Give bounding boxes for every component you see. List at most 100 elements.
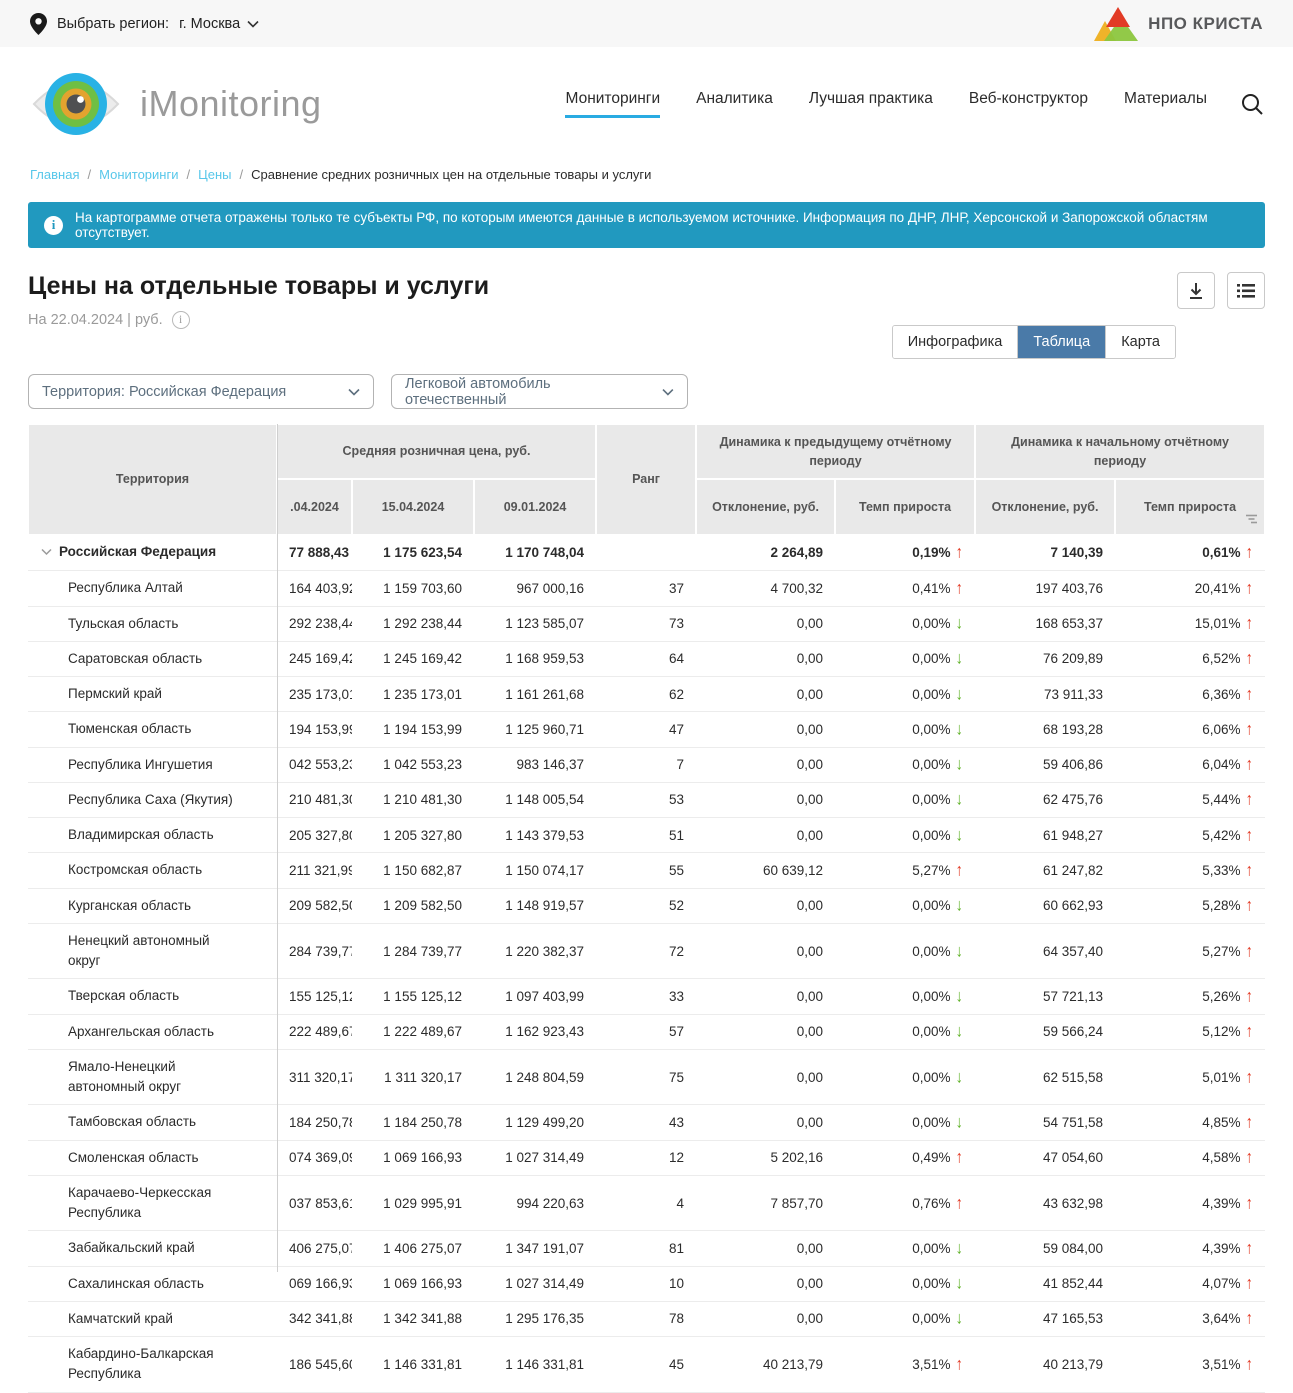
- table-row[interactable]: Тульская область 292 238,44 1 292 238,44…: [28, 607, 1266, 642]
- trend-arrow-icon: ↓: [955, 825, 964, 845]
- territory-cell[interactable]: Владимирская область: [28, 818, 277, 854]
- territory-cell[interactable]: Российская Федерация: [28, 535, 277, 572]
- territory-cell[interactable]: Пермский край: [28, 677, 277, 713]
- territory-cell[interactable]: Тюменская область: [28, 712, 277, 748]
- rate-start-cell: 5,26% ↑: [1115, 979, 1266, 1015]
- territory-cell[interactable]: Курганская область: [28, 889, 277, 924]
- table-row[interactable]: Кабардино-Балкарская Республика 186 545,…: [28, 1337, 1266, 1393]
- download-button[interactable]: [1177, 272, 1215, 309]
- table-row[interactable]: Пермский край 235 173,01 1 235 173,01 1 …: [28, 677, 1266, 713]
- region-value: г. Москва: [179, 15, 241, 32]
- territory-cell[interactable]: Костромская область: [28, 853, 277, 889]
- table-row[interactable]: Владимирская область 205 327,80 1 205 32…: [28, 818, 1266, 854]
- trend-arrow-icon: ↑: [1245, 1238, 1254, 1259]
- table-row[interactable]: Забайкальский край 406 275,07 1 406 275,…: [28, 1231, 1266, 1267]
- table-row[interactable]: Архангельская область 222 489,67 1 222 4…: [28, 1015, 1266, 1050]
- price-date2-cell: 1 222 489,67: [352, 1015, 474, 1050]
- territory-cell[interactable]: Сахалинская область: [28, 1267, 277, 1302]
- trend-arrow-icon: ↓: [955, 649, 964, 669]
- table-row[interactable]: Республика Алтай 164 403,92 1 159 703,60…: [28, 571, 1266, 607]
- date-info-icon[interactable]: i: [171, 311, 190, 329]
- col-header-deviation-start: Отклонение, руб.: [975, 479, 1116, 535]
- nav-item[interactable]: Аналитика: [696, 90, 773, 107]
- table-row[interactable]: Тамбовская область 184 250,78 1 184 250,…: [28, 1105, 1266, 1141]
- trend-arrow-icon: ↑: [1245, 860, 1254, 881]
- table-row[interactable]: Ямало-Ненецкий автономный округ 311 320,…: [28, 1050, 1266, 1106]
- tab-inactive[interactable]: Карта: [1106, 326, 1175, 358]
- breadcrumb-link[interactable]: Мониторинги: [79, 167, 178, 182]
- rate-prev-cell: 0,00% ↓: [835, 1015, 976, 1050]
- table-row[interactable]: Карачаево-Черкесская Республика 037 853,…: [28, 1176, 1266, 1232]
- breadcrumb-link[interactable]: Главная: [30, 167, 80, 182]
- table-row[interactable]: Российская Федерация 77 888,43 1 175 623…: [28, 535, 1266, 572]
- breadcrumb-link[interactable]: Цены: [178, 167, 231, 182]
- price-date1-cell: 042 553,23: [277, 748, 352, 783]
- trend-arrow-icon: ↓: [955, 1112, 964, 1133]
- territory-cell[interactable]: Архангельская область: [28, 1015, 277, 1050]
- nav-item[interactable]: Лучшая практика: [808, 90, 933, 107]
- table-row[interactable]: Тверская область 155 125,12 1 155 125,12…: [28, 979, 1266, 1015]
- territory-cell[interactable]: Саратовская область: [28, 642, 277, 677]
- table-row[interactable]: Тюменская область 194 153,99 1 194 153,9…: [28, 712, 1266, 748]
- rank-cell: 62: [596, 677, 697, 713]
- price-date1-cell: 211 321,99: [277, 853, 352, 889]
- territory-cell[interactable]: Ненецкий автономный округ: [28, 924, 277, 980]
- table-row[interactable]: Сахалинская область 069 166,93 1 069 166…: [28, 1267, 1266, 1302]
- trend-arrow-icon: ↑: [955, 1147, 964, 1168]
- territory-cell[interactable]: Тамбовская область: [28, 1105, 277, 1141]
- table-row[interactable]: Саратовская область 245 169,42 1 245 169…: [28, 642, 1266, 677]
- expand-chevron-icon[interactable]: [41, 542, 52, 562]
- trend-arrow-icon: ↓: [955, 613, 964, 634]
- search-icon[interactable]: [1241, 93, 1263, 115]
- nav-item[interactable]: Веб-конструктор: [968, 90, 1088, 107]
- price-date1-cell: 205 327,80: [277, 818, 352, 854]
- territory-cell[interactable]: Ямало-Ненецкий автономный округ: [28, 1050, 277, 1106]
- tab-inactive[interactable]: Инфографика: [892, 326, 1019, 358]
- table-row[interactable]: Курганская область 209 582,50 1 209 582,…: [28, 889, 1266, 924]
- imonitoring-logo[interactable]: iMonitoring: [30, 58, 322, 150]
- rate-prev-cell: 0,00% ↓: [835, 1267, 976, 1302]
- territory-cell[interactable]: Республика Саха (Якутия): [28, 783, 277, 818]
- price-date3-cell: 1 143 379,53: [474, 818, 597, 854]
- rate-start-cell: 5,42% ↑: [1115, 818, 1266, 854]
- territory-cell[interactable]: Республика Алтай: [28, 571, 277, 607]
- deviation-prev-cell: 7 857,70: [696, 1176, 836, 1232]
- col-group-dyn-prev: Динамика к предыдущему отчётному периоду: [696, 424, 976, 479]
- territory-cell[interactable]: Тверская область: [28, 979, 277, 1015]
- trend-arrow-icon: ↑: [955, 1193, 964, 1213]
- table-row[interactable]: Костромская область 211 321,99 1 150 682…: [28, 853, 1266, 889]
- territory-cell[interactable]: Смоленская область: [28, 1141, 277, 1176]
- territory-cell[interactable]: Кабардино-Балкарская Республика: [28, 1337, 277, 1393]
- nav-item[interactable]: Материалы: [1124, 90, 1207, 107]
- territory-cell[interactable]: Тульская область: [28, 607, 277, 642]
- table-row[interactable]: Ненецкий автономный округ 284 739,77 1 2…: [28, 924, 1266, 980]
- frozen-column-divider: [277, 424, 278, 1272]
- col-header-rate-prev: Темп прироста: [835, 479, 976, 535]
- territory-cell[interactable]: Забайкальский край: [28, 1231, 277, 1267]
- territory-cell[interactable]: Республика Ингушетия: [28, 748, 277, 783]
- report-list-button[interactable]: [1227, 272, 1265, 309]
- nav-item[interactable]: Мониторинги: [565, 90, 661, 118]
- table-row[interactable]: Республика Ингушетия 042 553,23 1 042 55…: [28, 748, 1266, 783]
- territory-select[interactable]: Территория: Российская Федерация: [28, 374, 374, 409]
- territory-cell[interactable]: Камчатский край: [28, 1302, 277, 1337]
- trend-arrow-icon: ↑: [1245, 1354, 1254, 1375]
- deviation-prev-cell: 0,00: [696, 748, 836, 783]
- territory-cell[interactable]: Карачаево-Черкесская Республика: [28, 1176, 277, 1232]
- krista-logo[interactable]: НПО КРИСТА: [1094, 6, 1263, 41]
- site-header: iMonitoring Мониторинги Аналитика Лучшая п…: [0, 47, 1293, 159]
- filter-icon[interactable]: [1245, 511, 1258, 529]
- region-select[interactable]: г. Москва: [179, 16, 259, 32]
- trend-arrow-icon: ↑: [1245, 542, 1254, 563]
- price-date3-cell: 983 146,37: [474, 748, 597, 783]
- trend-arrow-icon: ↑: [1245, 1147, 1254, 1168]
- trend-arrow-icon: ↓: [955, 754, 964, 775]
- chevron-down-icon: [348, 388, 360, 396]
- table-row[interactable]: Республика Саха (Якутия) 210 481,30 1 21…: [28, 783, 1266, 818]
- table-row[interactable]: Смоленская область 074 369,09 1 069 166,…: [28, 1141, 1266, 1176]
- tab-active[interactable]: Таблица: [1018, 326, 1107, 358]
- table-row[interactable]: Камчатский край 342 341,88 1 342 341,88 …: [28, 1302, 1266, 1337]
- breadcrumb-current: Сравнение средних розничных цен на отдел…: [231, 167, 651, 182]
- product-select[interactable]: Легковой автомобиль отечественный: [391, 374, 688, 409]
- trend-arrow-icon: ↑: [1245, 1273, 1254, 1294]
